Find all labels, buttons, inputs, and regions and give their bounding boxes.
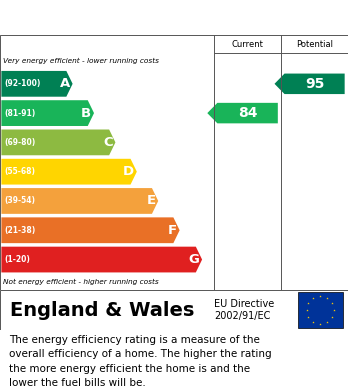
Text: (21-38): (21-38) <box>4 226 35 235</box>
Polygon shape <box>1 100 94 126</box>
Text: D: D <box>123 165 134 178</box>
Text: (81-91): (81-91) <box>4 109 35 118</box>
Text: E: E <box>146 194 156 208</box>
Polygon shape <box>207 103 278 123</box>
Text: Not energy efficient - higher running costs: Not energy efficient - higher running co… <box>3 279 159 285</box>
Text: England & Wales: England & Wales <box>10 301 195 319</box>
Text: (1-20): (1-20) <box>4 255 30 264</box>
Text: C: C <box>103 136 113 149</box>
Text: Current: Current <box>232 39 263 49</box>
Text: B: B <box>81 107 91 120</box>
Polygon shape <box>1 159 137 185</box>
Text: 2002/91/EC: 2002/91/EC <box>214 311 270 321</box>
Text: Very energy efficient - lower running costs: Very energy efficient - lower running co… <box>3 57 159 63</box>
Polygon shape <box>1 217 180 243</box>
Text: F: F <box>168 224 177 237</box>
Polygon shape <box>1 247 202 273</box>
Text: G: G <box>188 253 199 266</box>
Text: The energy efficiency rating is a measure of the
overall efficiency of a home. T: The energy efficiency rating is a measur… <box>9 335 271 388</box>
Text: 84: 84 <box>238 106 258 120</box>
Text: (39-54): (39-54) <box>4 196 35 205</box>
Text: Potential: Potential <box>296 39 333 49</box>
Bar <box>298 292 343 328</box>
Text: (55-68): (55-68) <box>4 167 35 176</box>
Text: Energy Efficiency Rating: Energy Efficiency Rating <box>10 11 232 26</box>
Polygon shape <box>1 71 73 97</box>
Text: A: A <box>60 77 70 90</box>
Text: (69-80): (69-80) <box>4 138 35 147</box>
Polygon shape <box>275 74 345 94</box>
Text: EU Directive: EU Directive <box>214 300 274 309</box>
Text: 95: 95 <box>305 77 324 91</box>
Text: (92-100): (92-100) <box>4 79 41 88</box>
Polygon shape <box>1 188 158 214</box>
Polygon shape <box>1 129 116 155</box>
